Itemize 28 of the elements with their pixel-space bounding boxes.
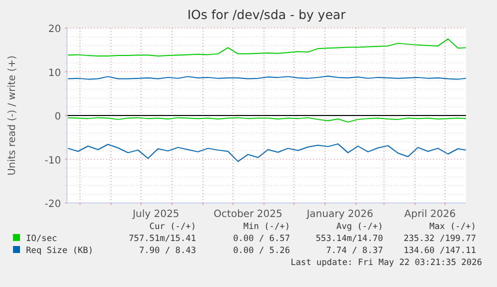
legend-label: IO/sec [26, 234, 58, 244]
text: 0.00 / 6.57 [233, 234, 290, 244]
line-series [68, 143, 466, 162]
y-tick-label: -10 [44, 155, 61, 166]
x-tick-label: January 2026 [306, 209, 374, 220]
chart-title: IOs for /dev/sda - by year [187, 7, 347, 22]
text: 757.51m/15.41 [128, 234, 196, 244]
text: 235.32 /199.77 [404, 234, 476, 244]
x-tick-label: October 2025 [214, 209, 282, 220]
y-tick-label: 10 [48, 68, 61, 79]
text: 134.60 /147.11 [404, 246, 476, 256]
text: 7.74 / 8.37 [326, 246, 383, 256]
text: Max (-/+) [429, 222, 476, 232]
text: Min (-/+) [243, 222, 290, 232]
text: 7.90 / 8.43 [139, 246, 196, 256]
text: Cur (-/+) [149, 222, 196, 232]
text: Last update: Fri May 22 03:21:35 2026 [290, 258, 482, 268]
text: 553.14m/14.70 [316, 234, 383, 244]
x-tick-label: April 2026 [404, 209, 456, 220]
text: Avg (-/+) [336, 222, 383, 232]
legend-label: Req Size (KB) [26, 246, 94, 256]
y-tick-label: 20 [48, 24, 61, 35]
x-tick-label: July 2025 [132, 209, 180, 220]
text: 0.00 / 5.26 [233, 246, 290, 256]
y-axis-title: Units read (-) / write (+) [7, 55, 18, 176]
line-series [68, 38, 466, 56]
y-tick-label: -20 [44, 199, 61, 210]
y-tick-label: 0 [54, 112, 61, 122]
